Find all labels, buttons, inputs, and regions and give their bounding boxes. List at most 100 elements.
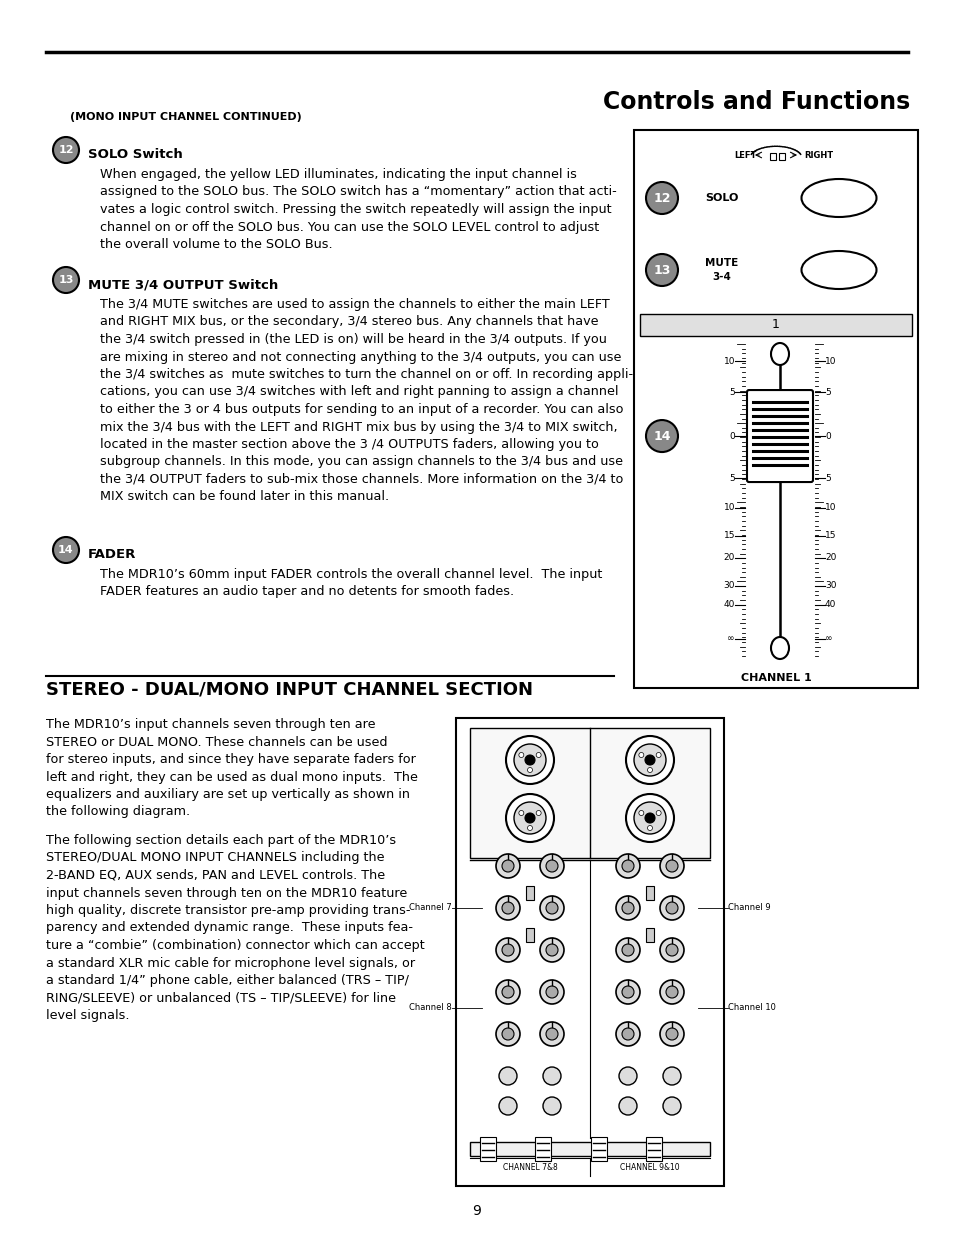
Text: (MONO INPUT CHANNEL CONTINUED): (MONO INPUT CHANNEL CONTINUED) [70,112,301,122]
Circle shape [524,813,535,823]
Circle shape [536,810,540,815]
Bar [634,130,917,688]
Text: 5: 5 [728,388,734,396]
Circle shape [498,1097,517,1115]
Bar [479,1137,496,1161]
Circle shape [656,810,660,815]
Text: MUTE: MUTE [704,258,738,268]
Circle shape [665,860,678,872]
Circle shape [501,902,514,914]
Circle shape [496,981,519,1004]
Circle shape [647,825,652,830]
Circle shape [645,182,678,214]
Text: The following section details each part of the MDR10’s
STEREO/DUAL MONO INPUT CH: The following section details each part … [46,834,424,1023]
Text: 14: 14 [653,430,670,442]
Text: STEREO - DUAL/MONO INPUT CHANNEL SECTION: STEREO - DUAL/MONO INPUT CHANNEL SECTION [46,680,533,698]
Circle shape [645,420,678,452]
Circle shape [527,767,532,773]
Text: ∞: ∞ [727,635,734,643]
Circle shape [659,939,683,962]
Text: 14: 14 [58,545,73,555]
Circle shape [539,897,563,920]
Text: 10: 10 [824,504,836,513]
Text: 40: 40 [824,600,836,609]
Circle shape [524,755,535,764]
Circle shape [639,810,643,815]
Circle shape [665,1028,678,1040]
Text: 0: 0 [728,431,734,441]
Circle shape [501,986,514,998]
Text: CHANNEL 1: CHANNEL 1 [740,673,810,683]
Bar [769,153,775,161]
Text: 20: 20 [824,553,836,562]
FancyBboxPatch shape [746,390,812,482]
Bar [525,927,534,942]
Circle shape [501,860,514,872]
Text: 20: 20 [723,553,734,562]
Text: The MDR10’s 60mm input FADER controls the overall channel level.  The input
FADE: The MDR10’s 60mm input FADER controls th… [100,568,601,599]
Circle shape [496,1023,519,1046]
Bar [639,314,911,336]
Circle shape [662,1097,680,1115]
Text: 0: 0 [824,431,830,441]
Text: 12: 12 [653,191,670,205]
Circle shape [616,853,639,878]
Text: 5: 5 [728,474,734,483]
Circle shape [656,752,660,757]
Circle shape [496,853,519,878]
Ellipse shape [770,343,788,366]
Circle shape [527,825,532,830]
Circle shape [618,1067,637,1086]
Circle shape [496,897,519,920]
Text: 15: 15 [824,531,836,541]
Circle shape [501,944,514,956]
Bar [645,885,654,900]
Text: SOLO: SOLO [704,193,738,203]
Circle shape [616,981,639,1004]
Circle shape [514,743,545,776]
Circle shape [53,267,79,293]
Circle shape [53,137,79,163]
Circle shape [545,902,558,914]
Ellipse shape [801,179,876,217]
Text: Channel 9: Channel 9 [727,904,770,913]
Circle shape [53,537,79,563]
Circle shape [659,897,683,920]
Text: 30: 30 [722,582,734,590]
Circle shape [621,986,634,998]
Text: 13: 13 [58,275,73,285]
Circle shape [542,1097,560,1115]
Bar [456,718,723,1186]
Text: 9: 9 [472,1204,481,1218]
Circle shape [625,736,673,784]
Circle shape [665,986,678,998]
Circle shape [542,1067,560,1086]
Circle shape [496,939,519,962]
Circle shape [621,902,634,914]
Bar [779,153,784,161]
Circle shape [621,1028,634,1040]
Text: 12: 12 [58,144,73,156]
Bar [470,727,709,858]
Circle shape [616,1023,639,1046]
Text: MUTE 3/4 OUTPUT Switch: MUTE 3/4 OUTPUT Switch [88,278,278,291]
Circle shape [644,755,655,764]
Text: 13: 13 [653,263,670,277]
Text: RIGHT: RIGHT [803,151,832,159]
Circle shape [665,902,678,914]
Circle shape [539,939,563,962]
Circle shape [618,1097,637,1115]
Text: SOLO Switch: SOLO Switch [88,148,183,161]
Circle shape [545,944,558,956]
Text: 1: 1 [771,319,780,331]
Circle shape [621,944,634,956]
Text: 30: 30 [824,582,836,590]
Circle shape [545,860,558,872]
Ellipse shape [770,637,788,659]
Circle shape [665,944,678,956]
Circle shape [514,802,545,834]
Text: 5: 5 [824,388,830,396]
Circle shape [501,1028,514,1040]
Text: When engaged, the yellow LED illuminates, indicating the input channel is
assign: When engaged, the yellow LED illuminates… [100,168,616,251]
Text: The 3/4 MUTE switches are used to assign the channels to either the main LEFT
an: The 3/4 MUTE switches are used to assign… [100,298,633,504]
